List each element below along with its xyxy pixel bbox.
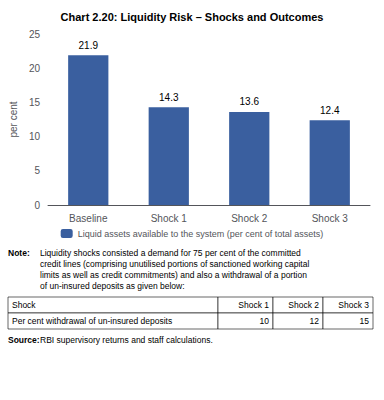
svg-text:20: 20	[29, 63, 41, 74]
svg-text:per cent: per cent	[8, 101, 19, 137]
svg-text:credit lines (comprising unuti: credit lines (comprising unutilised port…	[40, 259, 309, 269]
svg-text:Note:: Note:	[8, 248, 30, 258]
svg-text:Shock 1: Shock 1	[238, 300, 269, 310]
svg-text:15: 15	[360, 316, 370, 326]
svg-text:RBI supervisory returns and st: RBI supervisory returns and staff calcul…	[40, 335, 213, 345]
svg-text:Baseline: Baseline	[69, 213, 108, 224]
svg-text:0: 0	[34, 200, 40, 211]
svg-text:Shock 3: Shock 3	[312, 213, 349, 224]
svg-text:Shock 2: Shock 2	[288, 300, 319, 310]
svg-text:Liquidity shocks consisted a d: Liquidity shocks consisted a demand for …	[40, 248, 301, 258]
svg-text:12: 12	[310, 316, 320, 326]
svg-text:Shock 1: Shock 1	[151, 213, 188, 224]
svg-text:Chart 2.20: Liquidity Risk – S: Chart 2.20: Liquidity Risk – Shocks and …	[61, 11, 324, 23]
svg-text:Shock 2: Shock 2	[231, 213, 268, 224]
svg-text:10: 10	[260, 316, 270, 326]
svg-text:Liquid assets available to the: Liquid assets available to the system (p…	[78, 229, 324, 239]
svg-text:25: 25	[29, 29, 41, 40]
svg-text:12.4: 12.4	[320, 105, 340, 116]
svg-text:Shock: Shock	[12, 300, 36, 310]
svg-text:5: 5	[34, 165, 40, 176]
svg-text:15: 15	[29, 97, 41, 108]
svg-text:14.3: 14.3	[159, 92, 179, 103]
svg-text:21.9: 21.9	[79, 40, 99, 51]
svg-text:limits as well as credit commi: limits as well as credit commitments) an…	[40, 270, 307, 280]
svg-text:Shock 3: Shock 3	[338, 300, 369, 310]
svg-text:13.6: 13.6	[240, 96, 260, 107]
svg-text:Per cent withdrawal of un-insu: Per cent withdrawal of un-insured deposi…	[12, 316, 172, 326]
svg-text:Source:: Source:	[8, 335, 40, 345]
svg-text:10: 10	[29, 131, 41, 142]
svg-text:of un-insured deposits as give: of un-insured deposits as given below:	[40, 281, 185, 291]
